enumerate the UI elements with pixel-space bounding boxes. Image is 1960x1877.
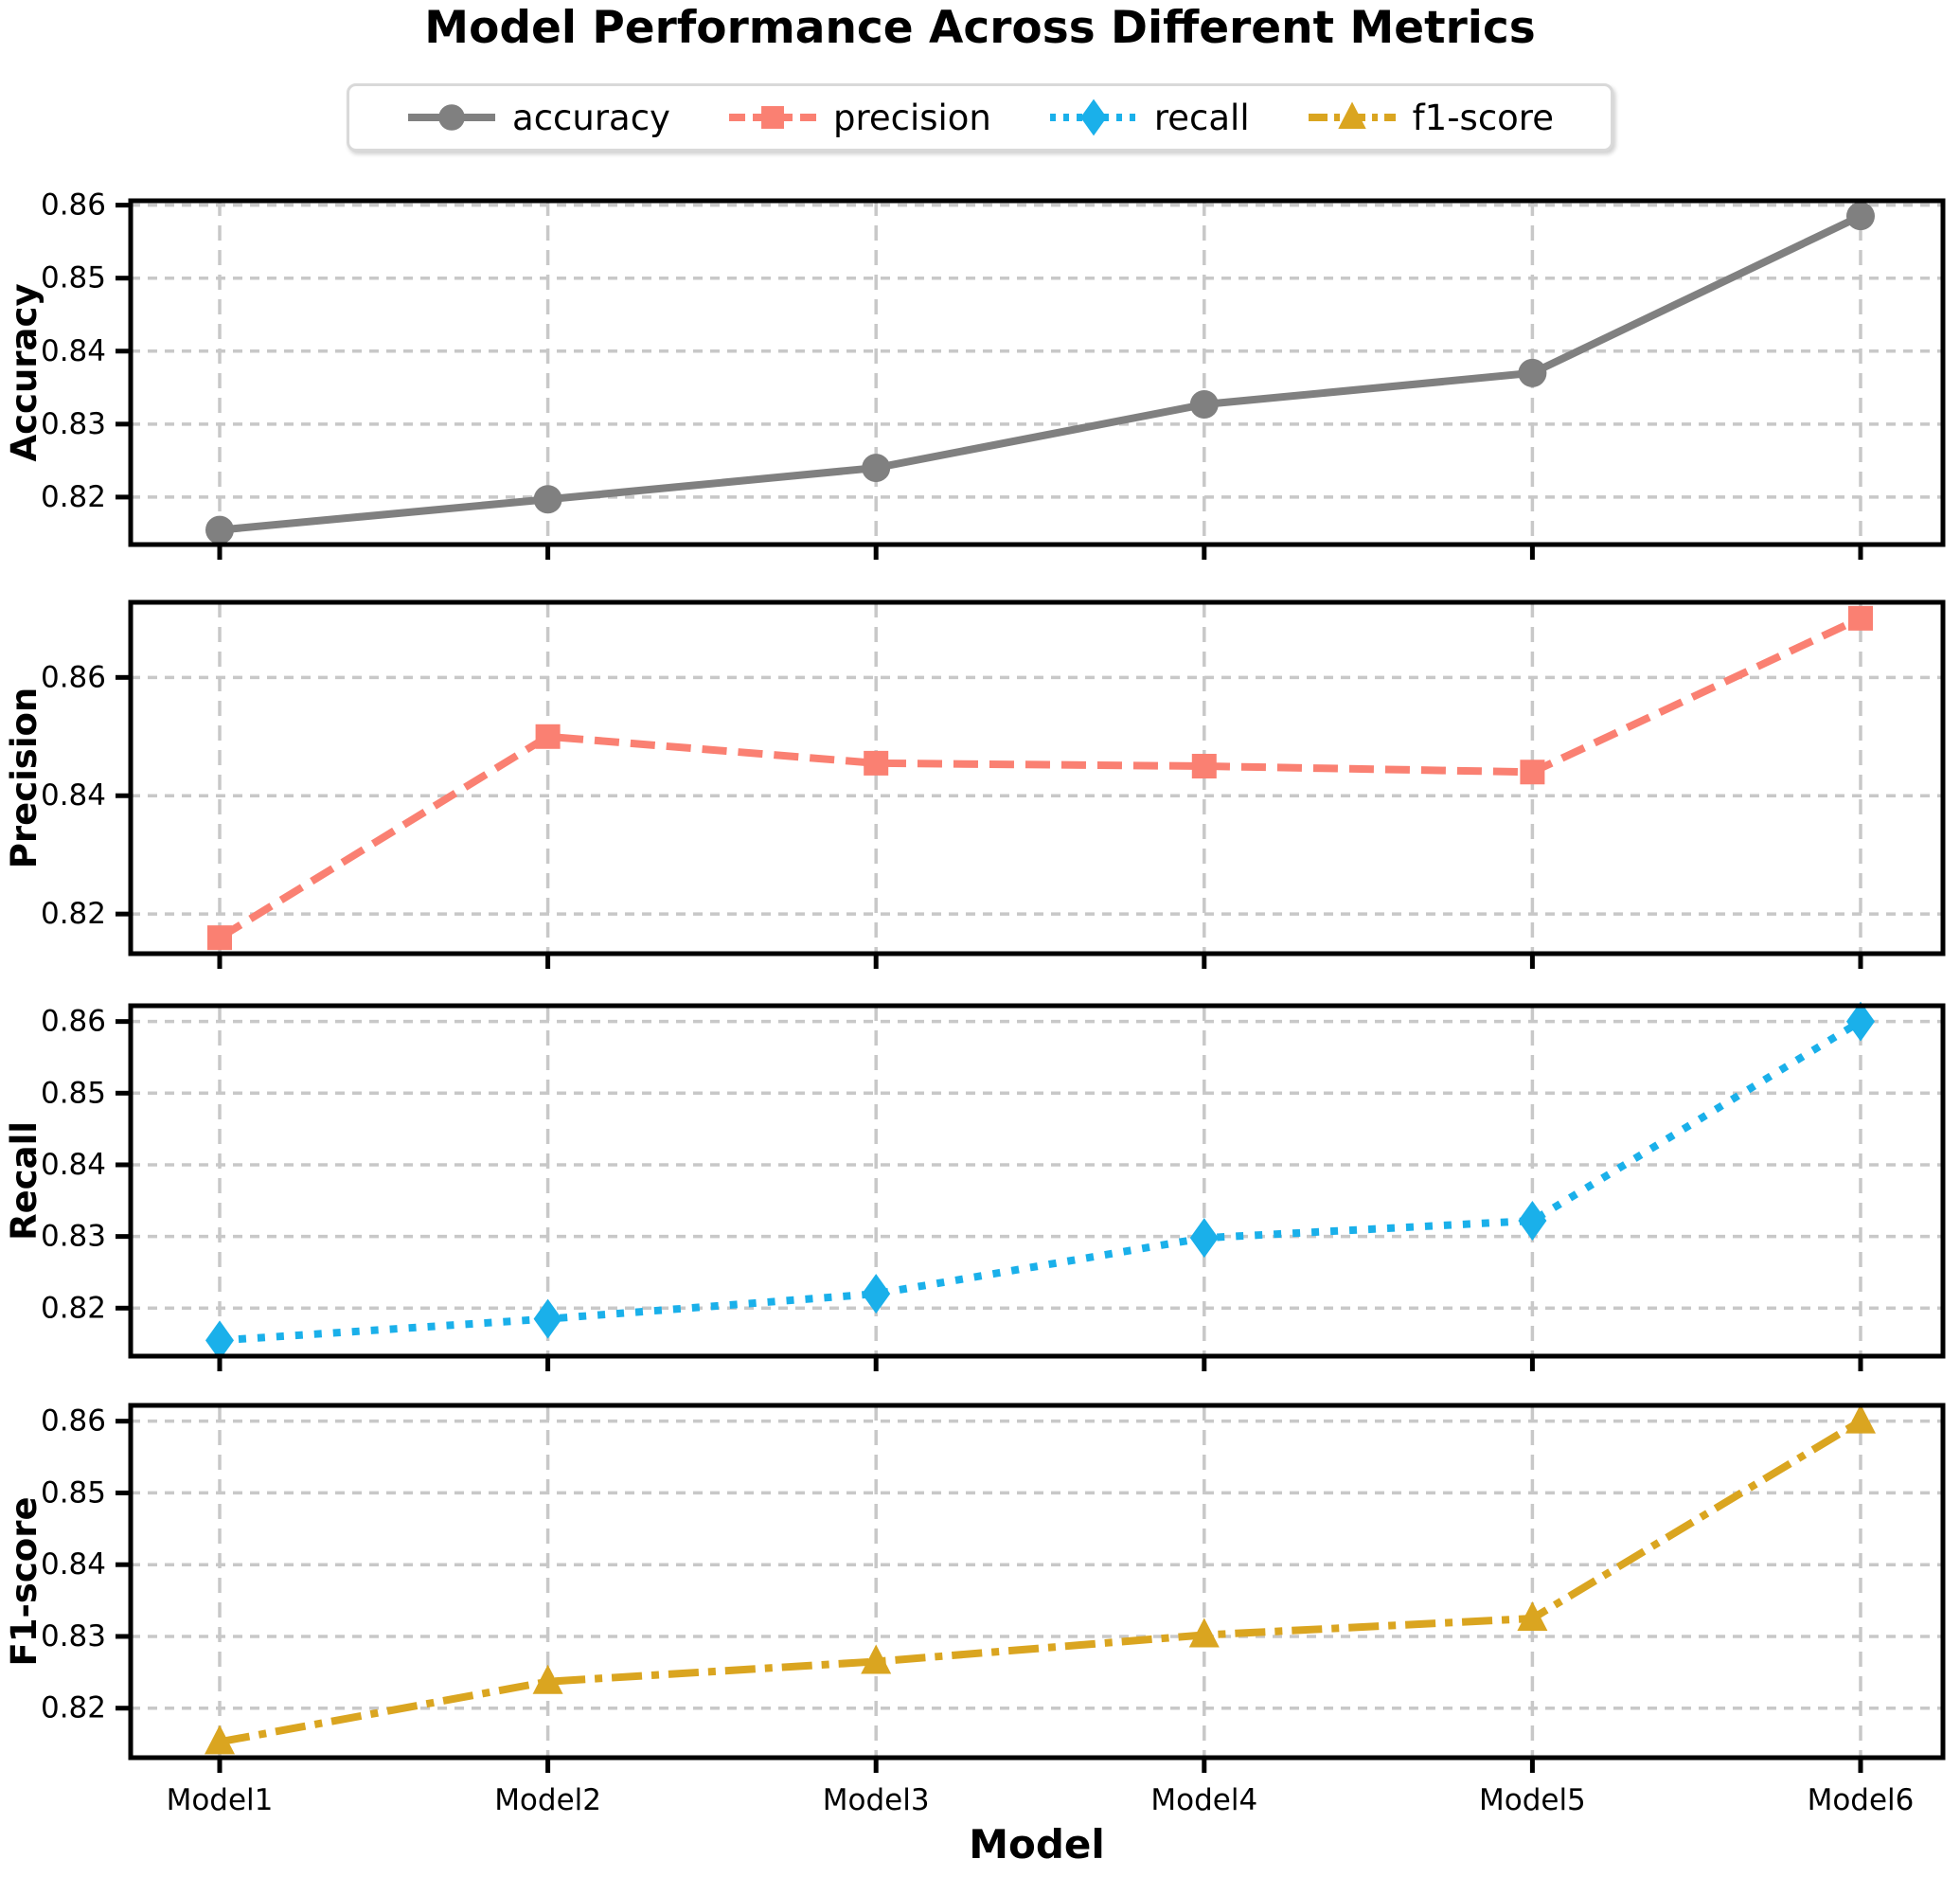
legend-item-precision: precision — [727, 96, 991, 139]
y-tick-label: 0.86 — [41, 1005, 106, 1039]
x-tick-label: Model1 — [167, 1783, 274, 1817]
grid — [131, 1006, 1943, 1356]
y-tick-label: 0.84 — [41, 334, 106, 368]
y-tick-label: 0.82 — [41, 897, 106, 931]
axes-frame — [128, 198, 1946, 547]
legend-label: recall — [1153, 97, 1250, 138]
legend-item-accuracy: accuracy — [406, 96, 670, 139]
x-tick-label: Model6 — [1808, 1783, 1915, 1817]
grid — [131, 201, 1943, 545]
y-axis-label-recall: Recall — [4, 1121, 45, 1241]
y-tick-label: 0.85 — [41, 261, 106, 295]
y-axis-label-accuracy: Accuracy — [4, 283, 45, 461]
f1-score-markers — [205, 1403, 1876, 1755]
accuracy-line — [219, 212, 1862, 534]
y-tick-label: 0.84 — [41, 778, 106, 813]
legend-item-recall: recall — [1048, 96, 1250, 139]
y-tick-label: 0.83 — [41, 407, 106, 441]
y-axis-label-precision: Precision — [4, 688, 45, 869]
y-tick-label: 0.84 — [41, 1547, 106, 1582]
y-tick-label: 0.86 — [41, 188, 106, 223]
axes-frame — [128, 1403, 1946, 1761]
y-axis-label-f1-score: F1-score — [4, 1496, 45, 1666]
chart-title: Model Performance Across Different Metri… — [424, 2, 1536, 54]
y-tick-label: 0.85 — [41, 1076, 106, 1110]
x-tick-label: Model2 — [494, 1783, 601, 1817]
legend: accuracy precision recall f1-score — [347, 83, 1613, 152]
y-tick-label: 0.83 — [41, 1220, 106, 1254]
axes-frame — [128, 1003, 1946, 1359]
y-tick-label: 0.82 — [41, 1291, 106, 1325]
x-axis-label: Model — [969, 1821, 1105, 1868]
grid — [131, 602, 1943, 954]
precision-line — [217, 615, 1862, 941]
y-tick-label: 0.84 — [41, 1148, 106, 1182]
x-tick-label: Model4 — [1150, 1783, 1257, 1817]
y-tick-label: 0.82 — [41, 480, 106, 514]
y-tick-label: 0.86 — [41, 1404, 106, 1439]
legend-label: accuracy — [512, 97, 670, 138]
subplot-f1-score: 0.82 0.83 0.84 0.85 0.86 F1-score — [4, 1403, 1946, 1773]
legend-label: f1-score — [1412, 97, 1554, 138]
precision-markers — [207, 605, 1873, 951]
recall-line — [219, 1018, 1863, 1345]
x-tick-label: Model3 — [823, 1783, 930, 1817]
y-tick-label: 0.82 — [41, 1691, 106, 1725]
y-tick-label: 0.86 — [41, 660, 106, 694]
subplot-recall: 0.82 0.83 0.84 0.85 0.86 Recall — [4, 1001, 1946, 1371]
recall-markers — [205, 1001, 1875, 1361]
legend-item-f1-score: f1-score — [1307, 96, 1554, 139]
accuracy-marker-icon — [408, 104, 496, 131]
x-tick-label: Model5 — [1479, 1783, 1586, 1817]
recall-marker-icon — [1049, 98, 1137, 136]
legend-label: precision — [832, 97, 991, 138]
accuracy-markers — [205, 202, 1875, 545]
x-tick-labels: Model1 Model2 Model3 Model4 Model5 Model6 — [167, 1783, 1915, 1817]
f1-score-marker-icon — [1308, 101, 1396, 129]
y-tick-label: 0.83 — [41, 1619, 106, 1654]
axes-frame — [128, 599, 1946, 956]
y-tick-label: 0.85 — [41, 1475, 106, 1510]
grid — [131, 1405, 1943, 1758]
f1-score-line — [219, 1418, 1863, 1746]
subplot-accuracy: 0.82 0.83 0.84 0.85 0.86 Accuracy — [4, 188, 1946, 560]
precision-marker-icon — [728, 106, 816, 129]
